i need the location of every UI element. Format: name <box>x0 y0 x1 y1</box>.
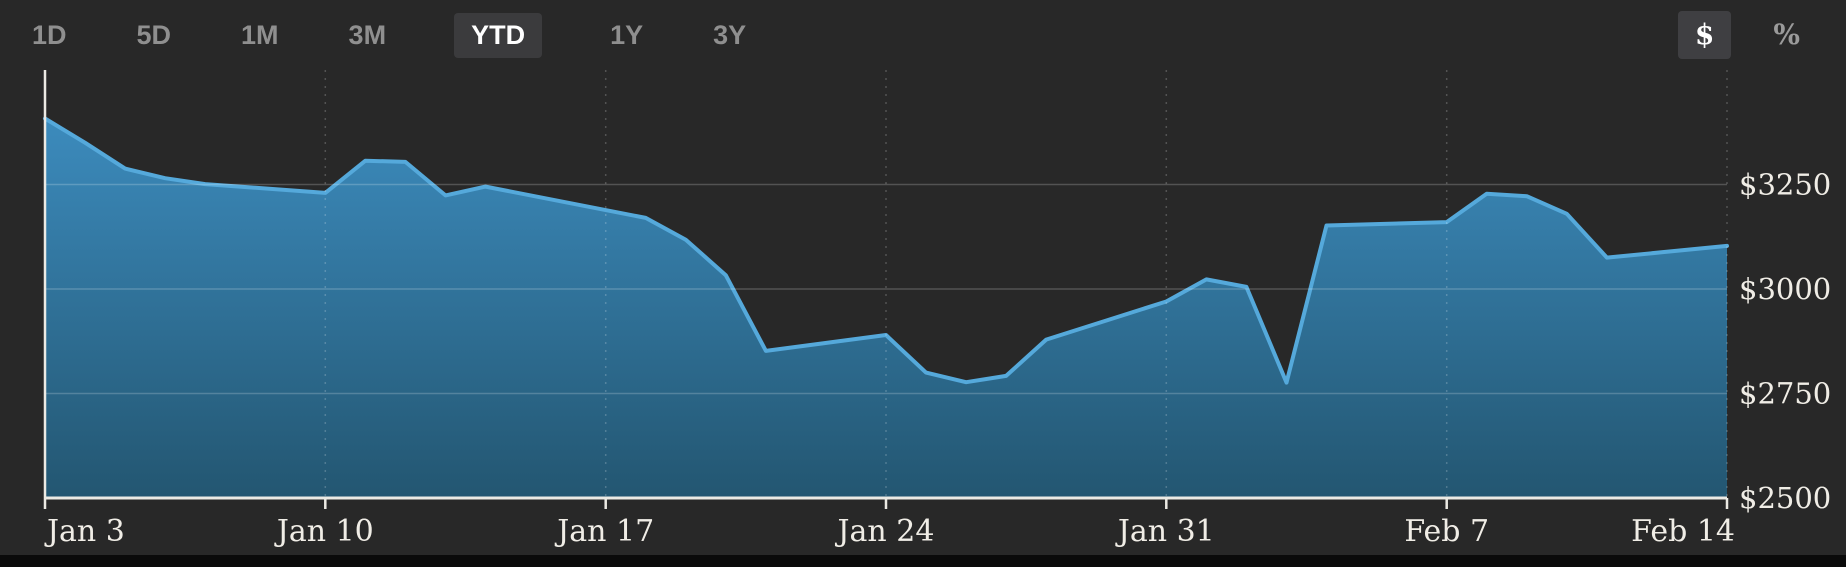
range-button-3m[interactable]: 3M <box>347 16 389 55</box>
chart-toolbar: 1D 5D 1M 3M YTD 1Y 3Y $ % <box>0 0 1846 64</box>
range-buttons: 1D 5D 1M 3M YTD 1Y 3Y <box>30 12 748 58</box>
unit-percent-button[interactable]: % <box>1767 13 1806 57</box>
price-area-fill <box>45 118 1727 498</box>
y-axis-label: $3000 <box>1739 272 1831 306</box>
x-axis-label: Feb 14 <box>1631 514 1735 549</box>
y-axis-label: $2500 <box>1739 481 1831 515</box>
unit-toggle: $ % <box>1677 11 1806 59</box>
x-axis-label: Jan 17 <box>554 514 654 549</box>
x-axis-label: Jan 3 <box>44 514 125 549</box>
x-axis-label: Jan 24 <box>835 514 935 549</box>
x-axis-label: Jan 31 <box>1115 514 1215 549</box>
range-button-5d[interactable]: 5D <box>135 16 174 55</box>
price-line <box>43 116 1729 385</box>
x-axis-label: Feb 7 <box>1404 514 1489 549</box>
range-button-1y[interactable]: 1Y <box>608 16 645 55</box>
range-button-ytd[interactable]: YTD <box>454 12 543 58</box>
bottom-strip <box>0 555 1846 567</box>
range-button-1m[interactable]: 1M <box>239 16 281 55</box>
range-button-1d[interactable]: 1D <box>30 16 69 55</box>
x-axis-label: Jan 10 <box>274 514 374 549</box>
y-axis-label: $3250 <box>1739 168 1831 202</box>
unit-dollar-button[interactable]: $ <box>1677 11 1732 59</box>
range-button-3y[interactable]: 3Y <box>711 16 748 55</box>
y-axis-label: $2750 <box>1739 377 1831 411</box>
